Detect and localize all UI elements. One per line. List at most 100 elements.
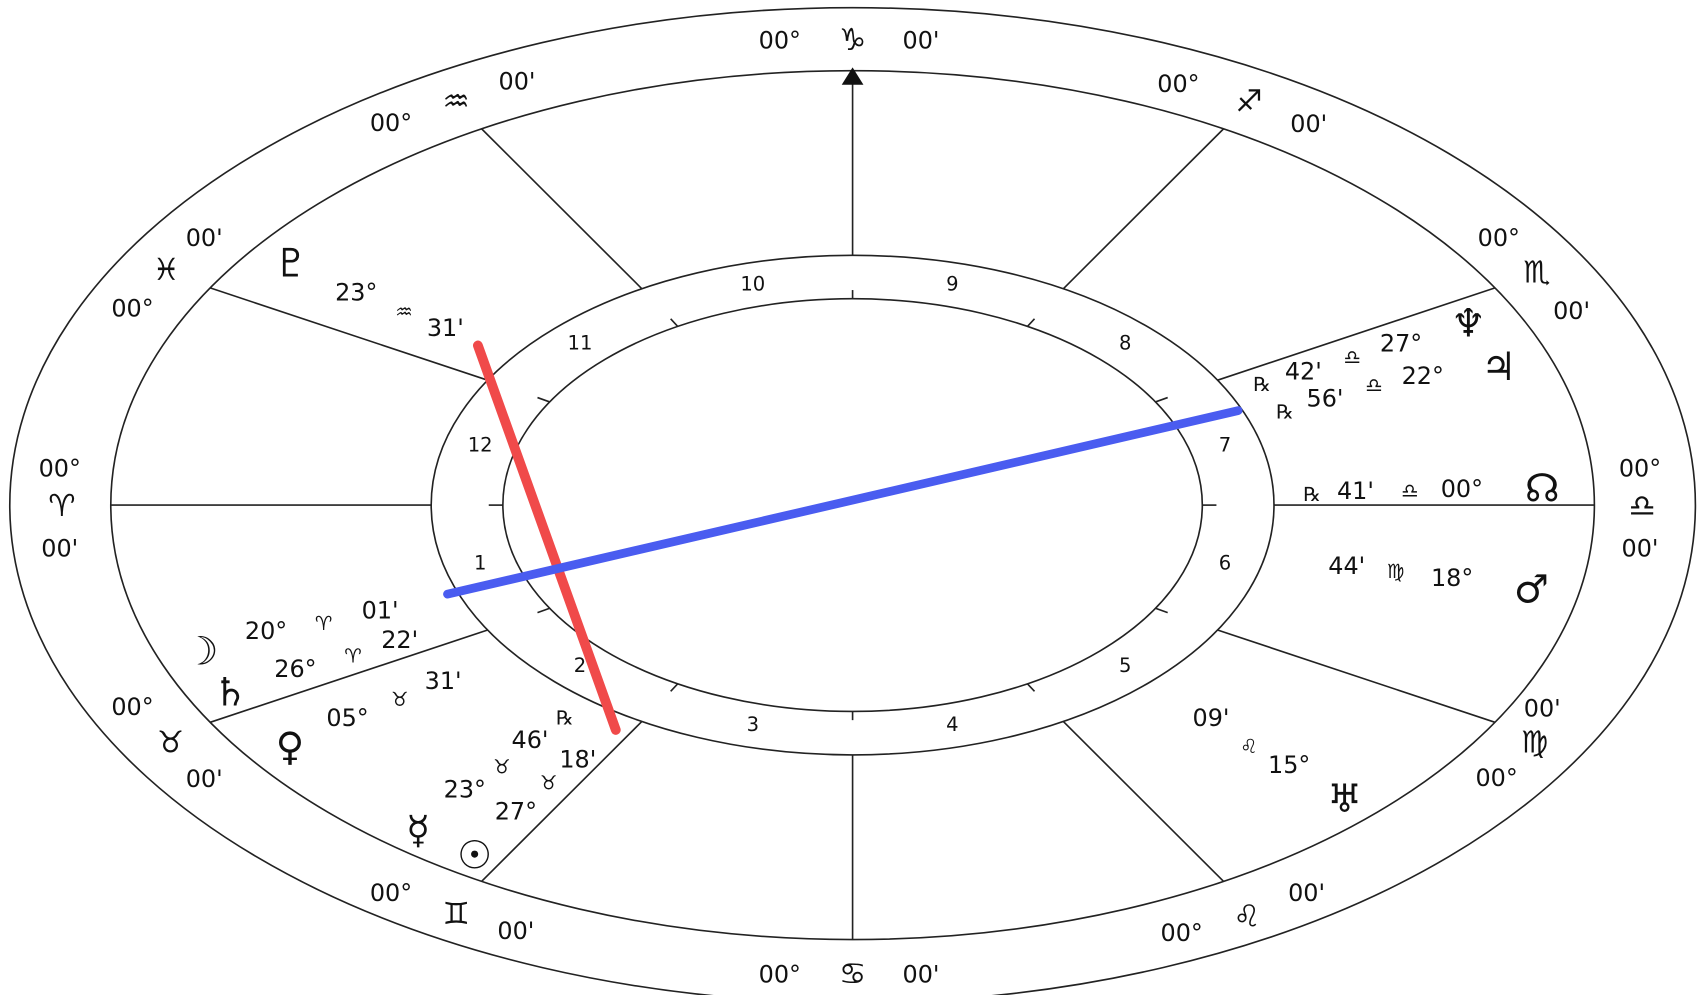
planet-degree: 27°: [495, 797, 537, 825]
planet-degree: 23°: [444, 776, 486, 804]
planet-sign: ♌: [1240, 735, 1258, 758]
planet-glyph: ☿: [406, 809, 430, 854]
zodiac-labels: 00° ♑ 00' 00° ♐ 00' 00° ♏ 00' 00° ♎ 00' …: [39, 23, 1662, 992]
cusp-tick: [1155, 607, 1168, 614]
house-cusp: [1062, 720, 1225, 882]
cusp-minute: 00': [1553, 297, 1590, 325]
planet-degree: 00°: [1441, 475, 1483, 503]
planet-minute: 41': [1337, 477, 1374, 505]
mc-arrow: [841, 67, 864, 85]
house-cusp: [1217, 287, 1496, 381]
planet-degree: 26°: [274, 655, 316, 683]
house-cusp: [209, 287, 488, 381]
planet-minute: 46': [512, 726, 549, 754]
cusp-degree: 00°: [1478, 224, 1520, 252]
planet-sign: ♎: [1401, 480, 1419, 503]
cusp-sign: ♏: [1523, 255, 1550, 290]
house-cusp: [1217, 629, 1496, 724]
cusp-degree: 00°: [370, 879, 412, 907]
planet-sign: ♎: [1365, 374, 1383, 397]
planet-glyph: ♇: [274, 242, 309, 287]
house-number: 5: [1119, 654, 1131, 677]
cusp-sign: ♋: [839, 957, 866, 992]
planet-sign: ♈: [344, 645, 362, 668]
cusp-minute: 00': [41, 535, 78, 563]
planet-minute: 31': [425, 667, 462, 695]
cusp-minute: 00': [1288, 879, 1325, 907]
cusp-degree: 00°: [1475, 764, 1517, 792]
cusp-degree: 00°: [39, 454, 81, 482]
house-cusp: [481, 128, 643, 290]
retrograde: ℞: [1303, 483, 1321, 506]
cusp-sign: ♎: [1629, 489, 1656, 524]
planet-degree: 05°: [326, 704, 368, 732]
planet-degree: 20°: [245, 617, 287, 645]
house-number: 7: [1219, 434, 1231, 457]
house-number: 3: [747, 713, 759, 736]
planet-minute: 44': [1328, 552, 1365, 580]
house-ring-outer: [430, 254, 1275, 756]
planets: ♇ 23° ♒ 31' ♆ ℞ 42' ♎ 27° ♃ ℞ 56' ♎ 22° …: [183, 242, 1559, 879]
cusp-degree: 00°: [370, 109, 412, 137]
cusp-degree: 00°: [111, 693, 153, 721]
cusp-minute: 00': [186, 765, 223, 793]
planet-glyph: ♀: [276, 725, 305, 770]
cusp-sign: ♊: [443, 897, 470, 932]
planet-minute: 42': [1285, 358, 1322, 386]
cusp-sign: ♈: [48, 489, 75, 524]
planet-glyph: ☉: [457, 834, 492, 879]
planet-glyph: ♆: [1451, 301, 1486, 346]
cusp-tick: [1026, 318, 1036, 327]
cusp-minute: 00': [1622, 535, 1659, 563]
house-cusps: [110, 70, 1595, 940]
cusp-tick: [537, 396, 550, 403]
planet-degree: 22°: [1402, 362, 1444, 390]
house-cusp: [481, 720, 643, 882]
planet-degree: 27°: [1380, 329, 1422, 357]
house-number: 6: [1219, 552, 1231, 575]
cusp-sign: ♒: [443, 85, 470, 120]
planet-sign: ♉: [540, 772, 558, 795]
house-number: 12: [468, 434, 493, 457]
cusp-minute: 00': [186, 224, 223, 252]
cusp-tick: [670, 683, 679, 692]
planet-minute: 56': [1307, 385, 1344, 413]
planet-sign: ♉: [391, 688, 409, 711]
cusp-minute: 00': [499, 68, 536, 96]
planet-glyph: ♄: [213, 671, 248, 716]
cusp-degree: 00°: [111, 295, 153, 323]
red-axis-line: [472, 340, 621, 735]
cusp-sign: ♉: [157, 726, 184, 761]
cusp-degree: 00°: [759, 960, 801, 988]
planet-sign: ♈: [315, 612, 333, 635]
house-number: 8: [1119, 331, 1131, 354]
planet-minute: 01': [362, 597, 399, 625]
planet-degree: 15°: [1268, 751, 1310, 779]
house-number: 9: [946, 272, 958, 295]
planet-degree: 23°: [335, 278, 377, 306]
planet-degree: 18°: [1431, 564, 1473, 592]
house-number: 10: [740, 272, 765, 295]
cusp-degree: 00°: [1161, 919, 1203, 947]
planet-glyph: ♂: [1514, 567, 1549, 612]
cusp-tick: [670, 318, 679, 327]
planet-minute: 09': [1193, 704, 1230, 732]
planet-sign: ♎: [1343, 346, 1361, 369]
planet-minute: 18': [559, 745, 596, 773]
cusp-tick: [537, 607, 550, 614]
retrograde: ℞: [556, 707, 574, 730]
cusp-sign: ♑: [839, 23, 866, 58]
cusp-degree: 00°: [759, 26, 801, 54]
retrograde: ℞: [1253, 373, 1271, 396]
house-cusp: [209, 629, 488, 724]
retrograde: ℞: [1276, 400, 1294, 423]
cusp-sign: ♌: [1233, 899, 1260, 934]
outer-ring: [9, 7, 1696, 995]
cusp-degree: 00°: [1619, 454, 1661, 482]
planet-glyph: ♃: [1481, 345, 1516, 390]
house-number: 1: [474, 552, 486, 575]
cusp-sign: ♓: [153, 253, 180, 288]
house-number: 2: [574, 654, 586, 677]
house-number: 11: [568, 331, 593, 354]
